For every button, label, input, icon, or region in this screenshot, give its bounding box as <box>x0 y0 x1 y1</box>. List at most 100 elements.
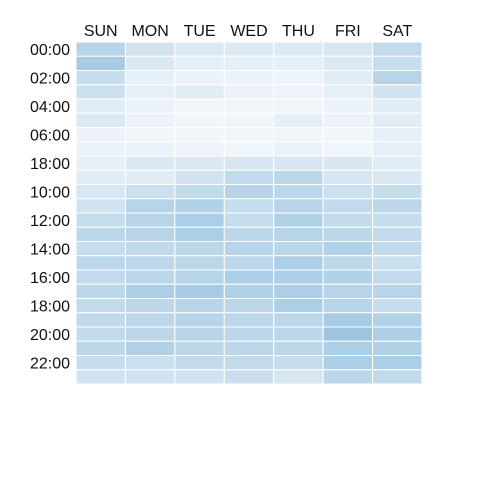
heatmap-cell-sat-row-7 <box>372 141 423 157</box>
heatmap-cell-sun-row-16 <box>75 269 126 285</box>
heatmap-cell-sat-row-8 <box>372 155 423 171</box>
heatmap-cell-thu-row-16 <box>273 269 324 285</box>
heatmap-cell-thu-row-6 <box>273 127 324 143</box>
heatmap-cell-fri-row-7 <box>322 141 374 157</box>
heatmap-cell-thu-row-7 <box>273 141 324 157</box>
heatmap-cell-fri-row-16 <box>322 269 374 285</box>
hour-labels: 00:00 02:00 04:00 06:00 18:00 10:00 12:00 14:00… <box>30 42 70 373</box>
day-label-sun: SUN <box>84 23 118 40</box>
heatmap-cell-mon-row-16 <box>124 269 176 285</box>
hour-label-4: 18:00 <box>30 156 70 173</box>
heatmap-cell-tue-row-9 <box>174 169 225 185</box>
heatmap-cells <box>75 41 423 385</box>
heatmap-cell-sun-row-9 <box>75 169 126 185</box>
heatmap-cell-tue-row-20 <box>174 326 225 342</box>
heatmap-cell-wed-row-9 <box>223 169 275 185</box>
heatmap-cell-fri-row-22 <box>322 355 374 371</box>
heatmap-cell-sun-row-21 <box>75 340 126 356</box>
hour-label-0: 00:00 <box>30 42 70 59</box>
heatmap-cell-fri-row-14 <box>322 241 374 257</box>
heatmap-cell-wed-row-7 <box>223 141 275 157</box>
day-label-mon: MON <box>131 23 168 40</box>
heatmap-cell-thu-row-4 <box>273 98 324 114</box>
heatmap-cell-thu-row-3 <box>273 84 324 100</box>
heatmap-cell-tue-row-3 <box>174 84 225 100</box>
hour-label-7: 14:00 <box>30 242 70 259</box>
heatmap-cell-thu-row-19 <box>273 312 324 328</box>
heatmap-cell-wed-row-18 <box>223 298 275 314</box>
day-label-wed: WED <box>230 23 267 40</box>
heatmap-cell-wed-row-16 <box>223 269 275 285</box>
heatmap-cell-tue-row-21 <box>174 340 225 356</box>
heatmap-cell-sat-row-11 <box>372 198 423 214</box>
heatmap-cell-wed-row-4 <box>223 98 275 114</box>
heatmap-cell-thu-row-2 <box>273 70 324 86</box>
heatmap-cell-sun-row-5 <box>75 112 126 128</box>
hour-label-9: 18:00 <box>30 299 70 316</box>
hour-label-6: 12:00 <box>30 213 70 230</box>
heatmap-cell-tue-row-11 <box>174 198 225 214</box>
heatmap-cell-mon-row-2 <box>124 70 176 86</box>
heatmap-cell-thu-row-11 <box>273 198 324 214</box>
heatmap-cell-mon-row-11 <box>124 198 176 214</box>
heatmap-cell-mon-row-10 <box>124 184 176 200</box>
heatmap-cell-tue-row-16 <box>174 269 225 285</box>
heatmap-cell-fri-row-12 <box>322 212 374 228</box>
heatmap-cell-tue-row-14 <box>174 241 225 257</box>
heatmap-cell-tue-row-4 <box>174 98 225 114</box>
heatmap-cell-sat-row-13 <box>372 226 423 242</box>
heatmap-cell-thu-row-5 <box>273 112 324 128</box>
heatmap-cell-tue-row-19 <box>174 312 225 328</box>
heatmap-cell-tue-row-7 <box>174 141 225 157</box>
heatmap-cell-sun-row-6 <box>75 127 126 143</box>
heatmap-cell-sat-row-2 <box>372 70 423 86</box>
heatmap-cell-mon-row-19 <box>124 312 176 328</box>
heatmap-cell-tue-row-12 <box>174 212 225 228</box>
heatmap-cell-thu-row-0 <box>273 41 324 57</box>
heatmap-cell-mon-row-13 <box>124 226 176 242</box>
heatmap-cell-mon-row-22 <box>124 355 176 371</box>
heatmap-cell-sat-row-0 <box>372 41 423 57</box>
heatmap-cell-thu-row-22 <box>273 355 324 371</box>
heatmap-cell-fri-row-19 <box>322 312 374 328</box>
heatmap-cell-tue-row-10 <box>174 184 225 200</box>
day-label-thu: THU <box>282 23 315 40</box>
heatmap-cell-fri-row-5 <box>322 112 374 128</box>
heatmap-cell-wed-row-12 <box>223 212 275 228</box>
heatmap-cell-thu-row-13 <box>273 226 324 242</box>
heatmap-cell-sun-row-0 <box>75 41 126 57</box>
heatmap-cell-thu-row-18 <box>273 298 324 314</box>
heatmap-cell-fri-row-20 <box>322 326 374 342</box>
heatmap-cell-mon-row-17 <box>124 283 176 299</box>
heatmap-cell-wed-row-14 <box>223 241 275 257</box>
heatmap-cell-sun-row-14 <box>75 241 126 257</box>
heatmap-cell-wed-row-5 <box>223 112 275 128</box>
heatmap-cell-fri-row-0 <box>322 41 374 57</box>
heatmap-cell-fri-row-4 <box>322 98 374 114</box>
heatmap-cell-tue-row-5 <box>174 112 225 128</box>
heatmap-cell-thu-row-14 <box>273 241 324 257</box>
heatmap-cell-mon-row-14 <box>124 241 176 257</box>
hour-label-8: 16:00 <box>30 270 70 287</box>
heatmap-cell-tue-row-8 <box>174 155 225 171</box>
heatmap-cell-thu-row-23 <box>273 369 324 385</box>
heatmap-cell-sun-row-18 <box>75 298 126 314</box>
heatmap-cell-sun-row-17 <box>75 283 126 299</box>
heatmap-cell-fri-row-17 <box>322 283 374 299</box>
heatmap-cell-sun-row-10 <box>75 184 126 200</box>
hour-label-11: 22:00 <box>30 356 70 373</box>
heatmap-cell-mon-row-7 <box>124 141 176 157</box>
heatmap-cell-wed-row-21 <box>223 340 275 356</box>
hour-label-3: 06:00 <box>30 128 70 145</box>
heatmap-cell-tue-row-18 <box>174 298 225 314</box>
heatmap-cell-sat-row-17 <box>372 283 423 299</box>
heatmap-cell-mon-row-1 <box>124 55 176 71</box>
heatmap-cell-sat-row-23 <box>372 369 423 385</box>
heatmap-cell-fri-row-9 <box>322 169 374 185</box>
heatmap-cell-tue-row-6 <box>174 127 225 143</box>
hour-label-2: 04:00 <box>30 99 70 116</box>
heatmap-cell-tue-row-13 <box>174 226 225 242</box>
heatmap-cell-wed-row-19 <box>223 312 275 328</box>
heatmap-cell-fri-row-1 <box>322 55 374 71</box>
heatmap-cell-mon-row-3 <box>124 84 176 100</box>
